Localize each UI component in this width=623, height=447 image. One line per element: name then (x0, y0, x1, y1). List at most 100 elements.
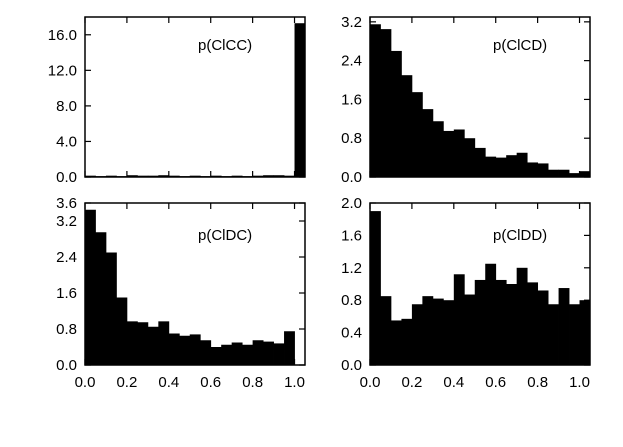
histogram-bar (548, 169, 559, 177)
x-tick-label: 0.8 (527, 374, 548, 391)
x-tick-label: 0.2 (401, 374, 422, 391)
y-tick-label: 4.0 (56, 133, 77, 150)
histogram-bar (200, 340, 212, 365)
y-tick-label: 0.0 (56, 357, 77, 374)
histogram-bar (231, 342, 243, 365)
histogram-bar (380, 296, 392, 365)
x-tick-label: 0.0 (75, 374, 96, 391)
y-tick-label: 0.8 (56, 321, 77, 338)
histogram-bar (422, 296, 434, 365)
plot-frame (369, 202, 591, 366)
y-tick-label: 2.4 (56, 249, 77, 266)
x-tick-label: 0.2 (116, 374, 137, 391)
histogram-bar (137, 322, 149, 365)
y-tick-label: 2.0 (341, 195, 362, 212)
x-tick-label: 0.4 (158, 374, 179, 391)
histogram-bar (527, 282, 539, 365)
histogram-bar (506, 155, 518, 177)
x-tick-label: 0.8 (242, 374, 263, 391)
y-tick-label: 3.2 (56, 213, 77, 230)
histogram-bar (370, 24, 381, 177)
plot-frame (84, 202, 306, 366)
histogram-bar (464, 138, 476, 177)
histogram-bar (147, 326, 159, 365)
x-tick-label: 0.6 (485, 374, 506, 391)
histogram-bar (126, 321, 138, 365)
histogram-bar (158, 321, 170, 365)
histogram-bar (263, 341, 274, 365)
y-tick-label: 0.8 (341, 292, 362, 309)
histogram-bar (189, 334, 201, 365)
plot-frame (369, 16, 591, 178)
histogram-bar (158, 175, 170, 177)
y-tick-label: 8.0 (56, 98, 77, 115)
panel-title-clcd: p(ClCD) (493, 37, 547, 54)
histogram-bar (252, 340, 264, 365)
histogram-bar (495, 279, 507, 365)
histogram-bar (432, 298, 444, 365)
histogram-bar (485, 156, 497, 177)
histogram-bar (464, 294, 476, 365)
histogram-bar (579, 171, 591, 177)
histogram-bar (453, 274, 465, 365)
panel-title-clcc: p(ClCC) (198, 37, 252, 54)
histogram-bar (284, 331, 295, 365)
y-tick-label: 1.6 (56, 285, 77, 302)
histogram-bar (273, 175, 285, 177)
y-tick-label: 1.2 (341, 260, 362, 277)
histogram-bar (242, 344, 254, 365)
histogram-bar (126, 175, 138, 177)
histogram-bar (273, 343, 285, 365)
histogram-bar (168, 333, 180, 365)
y-tick-label: 0.0 (341, 357, 362, 374)
panel-cldc: 0.0 0.8 1.6 2.4 3.23.6 0.0 0.2 0.4 0.6 0.8 1.0 p(Cl… (56, 195, 306, 391)
panel-clcc: 0.0 4.0 8.0 12.0 16.0 p(ClCC) (48, 16, 306, 186)
histogram-bar (527, 162, 539, 177)
y-tick-label: 0.8 (341, 130, 362, 147)
histogram-bar (85, 209, 96, 365)
histogram-bar (432, 121, 444, 177)
histogram-bar (558, 288, 570, 365)
histogram-bar (401, 75, 413, 177)
y-tick-label: 0.0 (341, 169, 362, 186)
panel-title-cldd: p(ClDD) (493, 227, 547, 244)
histogram-bar (411, 304, 423, 365)
panel-title-cldc: p(ClDC) (198, 227, 252, 244)
histogram-bar (485, 263, 497, 365)
plot-frame (84, 16, 306, 178)
histogram-bar (569, 304, 580, 365)
histogram-bar (380, 29, 392, 177)
histogram-bar (558, 169, 570, 177)
histogram-bar (294, 23, 306, 177)
y-tick-label: 1.6 (341, 91, 362, 108)
histogram-bar (105, 252, 117, 365)
histogram-bar (179, 335, 191, 365)
x-tick-label: 1.0 (569, 374, 590, 391)
histogram-bar (116, 297, 128, 365)
histogram-bar (422, 109, 434, 177)
histogram-bar (537, 290, 549, 365)
panel-cldd: 0.0 0.4 0.8 1.2 1.6 2.0 0.0 0.2 0.4 0.6 0.8 1.0 p(Cl… (341, 195, 591, 391)
histogram-bar (95, 232, 107, 365)
y-tick-label: 0.4 (341, 325, 362, 342)
histogram-bar (537, 163, 549, 177)
x-tick-label: 1.0 (284, 374, 305, 391)
histogram-bar (516, 152, 528, 177)
histogram-bar (390, 320, 402, 365)
histogram-bar (390, 50, 402, 177)
y-tick-label: 12.0 (48, 62, 77, 79)
histogram-bar (495, 157, 507, 177)
histogram-bar (474, 147, 486, 177)
histogram-bar (443, 300, 455, 365)
histogram-bar (401, 318, 413, 365)
histogram-bar (506, 284, 518, 365)
histogram-bar (210, 347, 222, 365)
histogram-bar (221, 344, 233, 365)
histogram-bar (516, 267, 528, 365)
panel-clcd: 0.0 0.8 1.6 2.4 3.2 p(ClCD) (341, 14, 591, 186)
x-tick-label: 0.6 (200, 374, 221, 391)
histogram-bar (370, 211, 381, 365)
y-tick-label: 16.0 (48, 27, 77, 44)
histogram-bar (443, 130, 455, 177)
histogram-bar (474, 279, 486, 365)
